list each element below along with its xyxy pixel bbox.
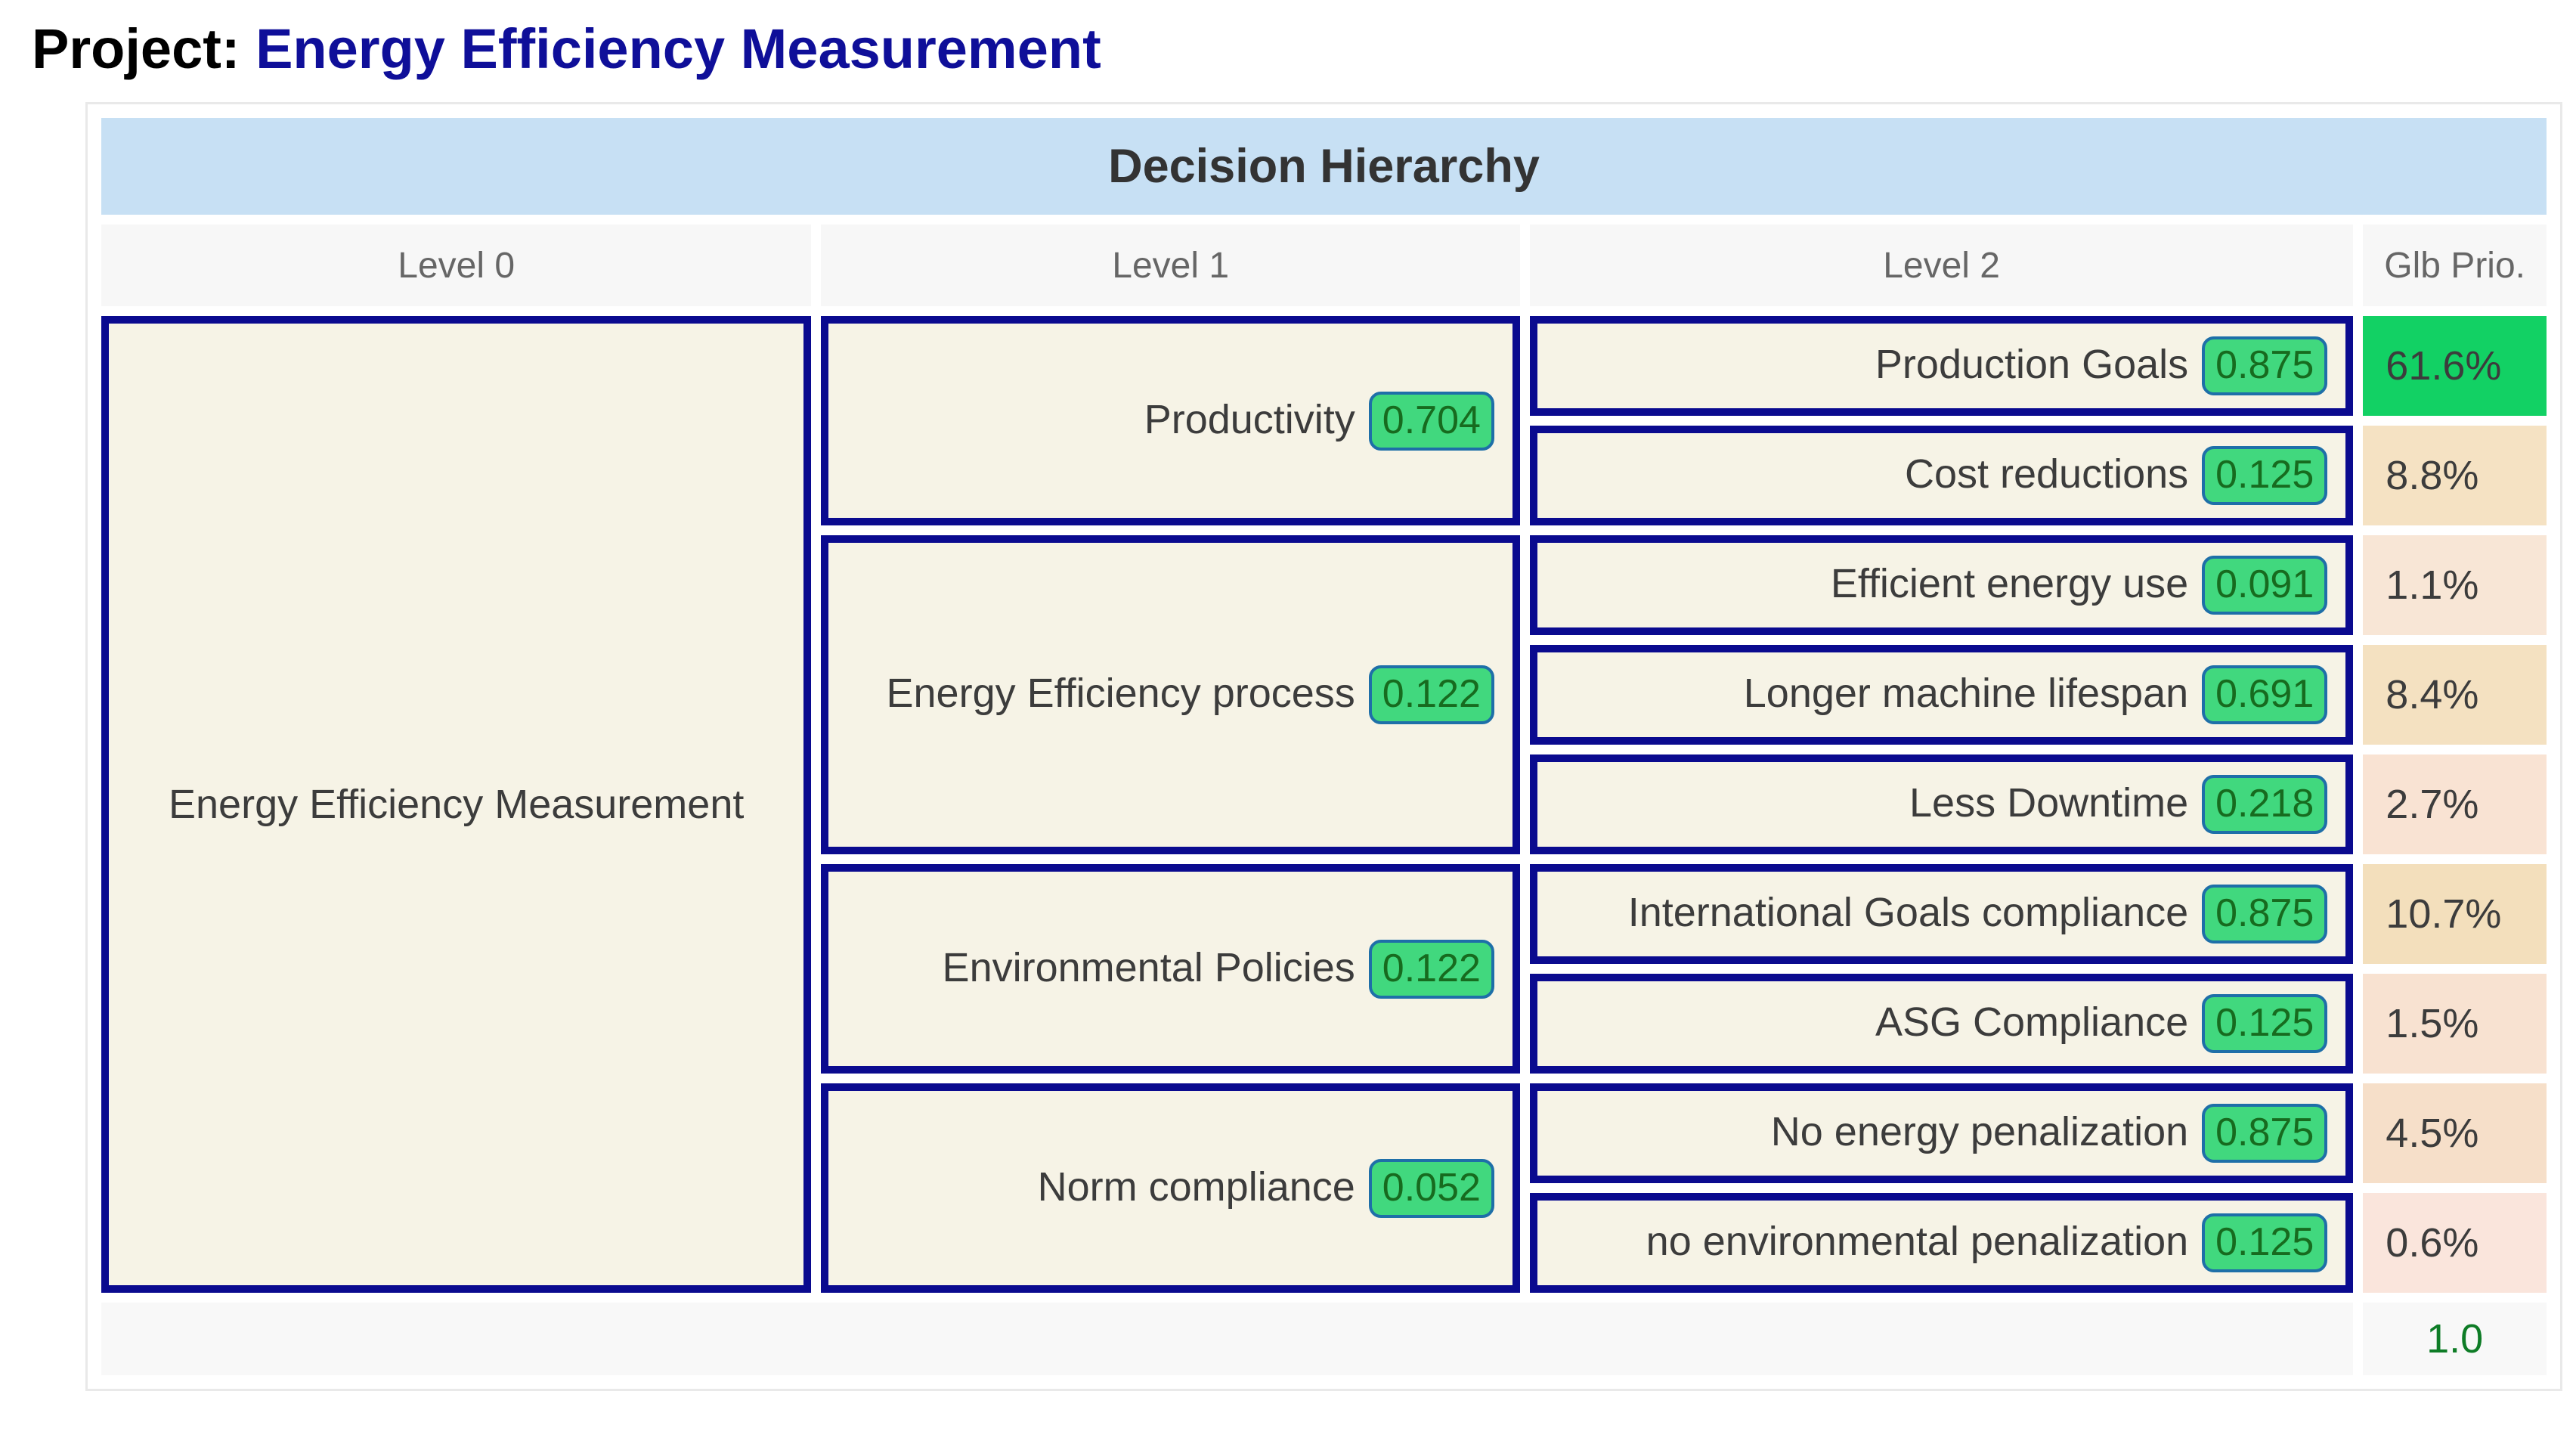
level2-label: No energy penalization [1770, 1109, 2189, 1154]
table-caption: Decision Hierarchy [101, 118, 2547, 215]
global-priority-cell: 0.6% [2363, 1193, 2547, 1293]
hierarchy-row: Energy Efficiency process 0.122 Efficient … [101, 535, 2547, 854]
level2-cell: Production Goals 0.875 [1529, 316, 2354, 416]
priority-badge: 0.125 [2202, 1213, 2328, 1272]
total-value: 1.0 [2363, 1303, 2547, 1375]
priority-badge: 0.704 [1368, 391, 1494, 451]
level2-cell: Cost reductions 0.125 [1529, 426, 2354, 525]
hierarchy-body: Energy Efficiency Measurement Productivit… [101, 316, 2547, 1375]
global-priority-cell: 8.4% [2363, 645, 2547, 745]
level2-label: International Goals compliance [1627, 890, 2189, 935]
level2-cell: International Goals compliance 0.875 [1529, 864, 2354, 964]
hierarchy-row: Longer machine lifespan 0.691 8.4% [101, 645, 2547, 745]
global-priority-cell: 10.7% [2363, 864, 2547, 964]
level2-label: Efficient energy use [1830, 561, 2189, 606]
hierarchy-row: Less Downtime 0.218 2.7% [101, 754, 2547, 854]
decision-hierarchy-table: Decision Hierarchy Level 0 Level 1 Level… [85, 102, 2562, 1391]
hierarchy-row: Norm compliance 0.052 No energy penalizati… [101, 1083, 2547, 1293]
column-header-level2: Level 2 [1529, 225, 2354, 306]
level2-cell: no environmental penalization 0.125 [1529, 1193, 2354, 1293]
priority-badge: 0.691 [2202, 665, 2328, 724]
column-header-level1: Level 1 [821, 225, 1520, 306]
level2-label: Cost reductions [1904, 451, 2189, 497]
caption-row: Decision Hierarchy [101, 118, 2547, 215]
column-header-level0: Level 0 [101, 225, 812, 306]
level0-label: Energy Efficiency Measurement [169, 782, 745, 827]
level1-label: Energy Efficiency process [886, 671, 1355, 716]
level2-cell: Efficient energy use 0.091 [1529, 535, 2354, 635]
column-header-row: Level 0 Level 1 Level 2 Glb Prio. [101, 225, 2547, 306]
global-priority-cell: 8.8% [2363, 426, 2547, 525]
priority-badge: 0.122 [1368, 939, 1494, 999]
level2-label: Longer machine lifespan [1743, 671, 2189, 716]
global-priority-cell: 1.5% [2363, 974, 2547, 1074]
level1-label: Norm compliance [1037, 1163, 1355, 1210]
global-priority-cell: 1.1% [2363, 535, 2547, 635]
priority-badge: 0.125 [2202, 446, 2328, 505]
project-label: Project: [32, 17, 240, 80]
total-spacer-cell [101, 1303, 2354, 1375]
global-priority-cell: 2.7% [2363, 754, 2547, 854]
priority-badge: 0.875 [2202, 1104, 2328, 1163]
priority-badge: 0.875 [2202, 885, 2328, 943]
hierarchy-row: Cost reductions 0.125 8.8% [101, 426, 2547, 525]
level1-cell: Norm compliance 0.052 [821, 1083, 1520, 1293]
priority-badge: 0.125 [2202, 994, 2328, 1053]
level2-label: Less Downtime [1909, 780, 2189, 826]
level0-cell: Energy Efficiency Measurement [101, 316, 812, 1293]
level1-cell: Productivity 0.704 [821, 316, 1520, 525]
page-title: Project: Energy Efficiency Measurement [32, 17, 2576, 81]
global-priority-cell: 61.6% [2363, 316, 2547, 416]
level2-cell: Less Downtime 0.218 [1529, 754, 2354, 854]
project-name: Energy Efficiency Measurement [255, 17, 1101, 80]
hierarchy-row: no environmental penalization 0.125 0.6% [101, 1193, 2547, 1293]
hierarchy-row: Energy Efficiency Measurement Productivit… [101, 316, 2547, 1293]
hierarchy-row: ASG Compliance 0.125 1.5% [101, 974, 2547, 1074]
level2-label: no environmental penalization [1646, 1219, 2189, 1264]
global-priority-cell: 4.5% [2363, 1083, 2547, 1183]
level2-cell: No energy penalization 0.875 [1529, 1083, 2354, 1183]
level2-label: ASG Compliance [1875, 999, 2189, 1045]
level2-cell: Longer machine lifespan 0.691 [1529, 645, 2354, 745]
hierarchy-row: Environmental Policies 0.122 International… [101, 864, 2547, 1074]
level1-cell: Environmental Policies 0.122 [821, 864, 1520, 1074]
level1-cell: Energy Efficiency process 0.122 [821, 535, 1520, 854]
column-header-global-priority: Glb Prio. [2363, 225, 2547, 306]
priority-badge: 0.091 [2202, 556, 2328, 615]
priority-badge: 0.052 [1368, 1158, 1494, 1218]
priority-badge: 0.218 [2202, 775, 2328, 834]
level1-label: Productivity [1144, 396, 1355, 442]
level2-cell: ASG Compliance 0.125 [1529, 974, 2354, 1074]
priority-badge: 0.875 [2202, 336, 2328, 395]
priority-badge: 0.122 [1368, 665, 1494, 724]
level2-label: Production Goals [1875, 342, 2189, 387]
total-row: 1.0 [101, 1303, 2547, 1375]
level1-label: Environmental Policies [942, 944, 1355, 990]
ahp-report-page: Project: Energy Efficiency Measurement D… [0, 17, 2576, 1447]
